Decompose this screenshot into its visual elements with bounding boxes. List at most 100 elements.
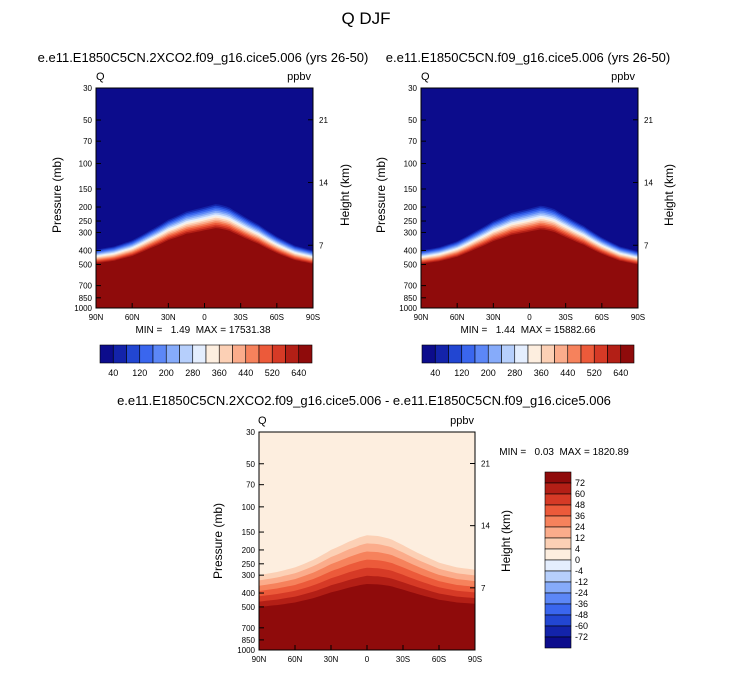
panel-2-legend-swatch bbox=[544, 537, 572, 550]
panel-2-legend-swatch bbox=[544, 614, 572, 627]
panel-0-xtick-label: 60N bbox=[125, 313, 140, 322]
panel-0-xtick-label: 90N bbox=[89, 313, 104, 322]
panel-2-ytick-label: 150 bbox=[242, 528, 256, 537]
panel-2-legend-swatch bbox=[544, 636, 572, 649]
panel-0-ytick-label: 850 bbox=[79, 294, 93, 303]
panel-0-legend-swatch bbox=[179, 344, 194, 364]
panel-0-ytick-label: 70 bbox=[83, 137, 92, 146]
panel-1-legend-swatch bbox=[501, 344, 516, 364]
panel-1-contour-band-14 bbox=[421, 229, 638, 308]
panel-0-height-tick-label: 7 bbox=[319, 241, 324, 250]
panel-0-legend-label: 280 bbox=[185, 368, 200, 378]
panel-difference-minmax: MIN = 0.03 MAX = 1820.89 bbox=[499, 447, 629, 458]
panel-0-legend-label: 640 bbox=[291, 368, 306, 378]
panel-0-legend-swatch bbox=[258, 344, 273, 364]
panel-2xco2-ylabel-right: Height (km) bbox=[338, 164, 352, 226]
panel-2-legend-label: 48 bbox=[575, 500, 585, 510]
panel-0-legend-swatch bbox=[99, 344, 114, 364]
panel-control-ylabel-right: Height (km) bbox=[662, 164, 676, 226]
panel-1-legend-swatch bbox=[421, 344, 436, 364]
panel-2xco2-minmax: MIN = 1.49 MAX = 17531.38 bbox=[135, 325, 271, 336]
panel-2-legend-label: 36 bbox=[575, 511, 585, 521]
panel-2-height-tick-label: 14 bbox=[481, 522, 490, 531]
panel-1-ytick-label: 300 bbox=[404, 228, 418, 237]
panel-0-legend-swatch bbox=[112, 344, 127, 364]
panel-2-ytick-label: 100 bbox=[242, 503, 256, 512]
panel-1-legend-label: 440 bbox=[560, 368, 575, 378]
panel-2-legend-swatch bbox=[544, 471, 572, 484]
panel-2-ytick-label: 500 bbox=[242, 603, 256, 612]
panel-2-ytick-label: 400 bbox=[242, 589, 256, 598]
panel-0-ytick-label: 50 bbox=[83, 116, 92, 125]
panel-2-xtick-label: 90S bbox=[468, 655, 482, 664]
panel-1-ytick-label: 850 bbox=[404, 294, 418, 303]
panel-2-legend-label: 12 bbox=[575, 533, 585, 543]
panel-0-legend-swatch bbox=[205, 344, 220, 364]
panel-difference-right-label: ppbv bbox=[450, 415, 474, 427]
panel-1-xtick-label: 60S bbox=[595, 313, 609, 322]
panel-2-legend-label: 72 bbox=[575, 478, 585, 488]
panel-1-ytick-label: 100 bbox=[404, 160, 418, 169]
panel-0-ytick-label: 250 bbox=[79, 217, 93, 226]
panel-0-ytick-label: 30 bbox=[83, 84, 92, 93]
panel-1-legend-label: 360 bbox=[534, 368, 549, 378]
panel-2-legend-label: 60 bbox=[575, 489, 585, 499]
panel-1-height-tick-label: 21 bbox=[644, 116, 653, 125]
panel-0-legend-label: 520 bbox=[265, 368, 280, 378]
panel-control-ylabel: Pressure (mb) bbox=[374, 157, 388, 233]
panel-0-ytick-label: 200 bbox=[79, 203, 93, 212]
panel-2-legend-swatch bbox=[544, 592, 572, 605]
panel-2-xtick-label: 30S bbox=[396, 655, 410, 664]
panel-2xco2: e.e11.E1850C5CN.2XCO2.f09_g16.cice5.006 … bbox=[38, 50, 369, 378]
panel-2-ytick-label: 700 bbox=[242, 624, 256, 633]
panel-0-legend-swatch bbox=[218, 344, 233, 364]
panel-0-ytick-label: 500 bbox=[79, 261, 93, 270]
panel-1-ytick-label: 250 bbox=[404, 217, 418, 226]
panel-2-legend-label: -4 bbox=[575, 566, 583, 576]
panel-1-legend-swatch bbox=[593, 344, 608, 364]
panel-2-legend-swatch bbox=[544, 625, 572, 638]
panel-1-legend-swatch bbox=[474, 344, 489, 364]
panel-1-legend-swatch bbox=[434, 344, 449, 364]
panel-2-legend-swatch bbox=[544, 504, 572, 517]
panel-1-ytick-label: 700 bbox=[404, 282, 418, 291]
panel-2-ytick-label: 50 bbox=[246, 460, 255, 469]
panel-0-legend-swatch bbox=[245, 344, 260, 364]
panel-2-ytick-label: 30 bbox=[246, 428, 255, 437]
panel-1-xtick-label: 90S bbox=[631, 313, 645, 322]
panel-1-ytick-label: 400 bbox=[404, 247, 418, 256]
panel-control-left-label: Q bbox=[421, 71, 430, 83]
panel-1-ytick-label: 1000 bbox=[399, 304, 417, 313]
panel-2xco2-right-label: ppbv bbox=[287, 71, 311, 83]
panel-2-legend-swatch bbox=[544, 603, 572, 616]
panel-2-xtick-label: 60N bbox=[288, 655, 303, 664]
panel-0-legend-swatch bbox=[271, 344, 286, 364]
panel-0-ytick-label: 1000 bbox=[74, 304, 92, 313]
panel-2-legend-swatch bbox=[544, 548, 572, 561]
panel-2-legend-label: -36 bbox=[575, 599, 588, 609]
panel-0-ytick-label: 300 bbox=[79, 228, 93, 237]
panel-1-legend-swatch bbox=[554, 344, 569, 364]
panel-0-xtick-label: 30N bbox=[161, 313, 176, 322]
panel-control: e.e11.E1850C5CN.f09_g16.cice5.006 (yrs 2… bbox=[374, 50, 676, 378]
panel-2-legend-label: -72 bbox=[575, 632, 588, 642]
panel-2-legend-swatch bbox=[544, 570, 572, 583]
panel-2-legend-label: -24 bbox=[575, 588, 588, 598]
panel-1-height-tick-label: 7 bbox=[644, 241, 649, 250]
panel-control-right-label: ppbv bbox=[611, 71, 635, 83]
panel-0-ytick-label: 150 bbox=[79, 185, 93, 194]
panel-2-legend-label: 0 bbox=[575, 555, 580, 565]
panel-0-legend-swatch bbox=[165, 344, 180, 364]
panel-0-xtick-label: 90S bbox=[306, 313, 320, 322]
panel-1-ytick-label: 50 bbox=[408, 116, 417, 125]
panel-1-legend-label: 40 bbox=[430, 368, 440, 378]
panel-difference-left-label: Q bbox=[258, 415, 267, 427]
panel-0-legend-label: 360 bbox=[212, 368, 227, 378]
panel-0-xtick-label: 60S bbox=[270, 313, 284, 322]
panel-2-legend-swatch bbox=[544, 581, 572, 594]
panel-1-ytick-label: 150 bbox=[404, 185, 418, 194]
panel-difference-ylabel-right: Height (km) bbox=[499, 510, 513, 572]
panel-1-legend-swatch bbox=[620, 344, 635, 364]
panel-2xco2-ylabel: Pressure (mb) bbox=[50, 157, 64, 233]
